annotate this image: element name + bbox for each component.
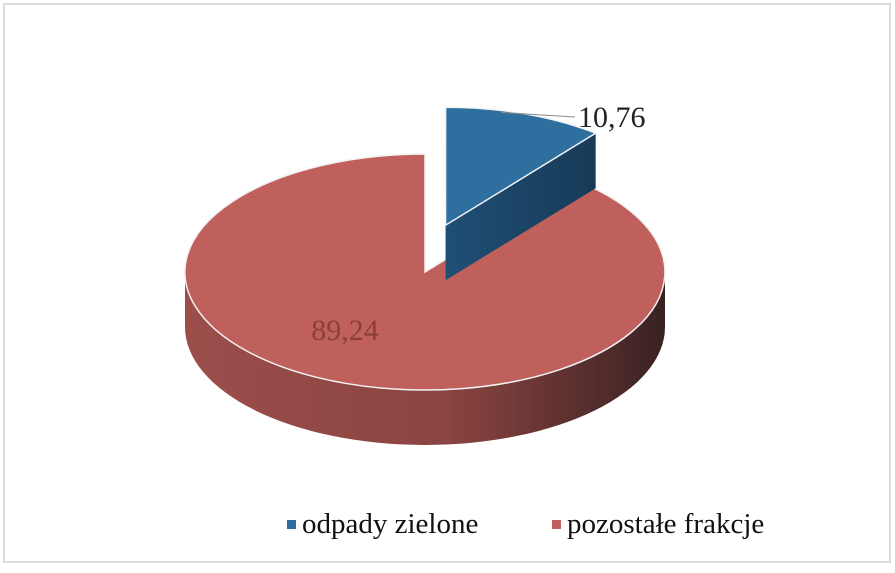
legend-swatch	[287, 520, 296, 529]
legend-label: odpady zielone	[302, 508, 478, 540]
data-label: 89,24	[311, 314, 379, 347]
legend-label: pozostałe frakcje	[567, 508, 764, 540]
data-label: 10,76	[578, 101, 646, 134]
legend-swatch	[552, 520, 561, 529]
